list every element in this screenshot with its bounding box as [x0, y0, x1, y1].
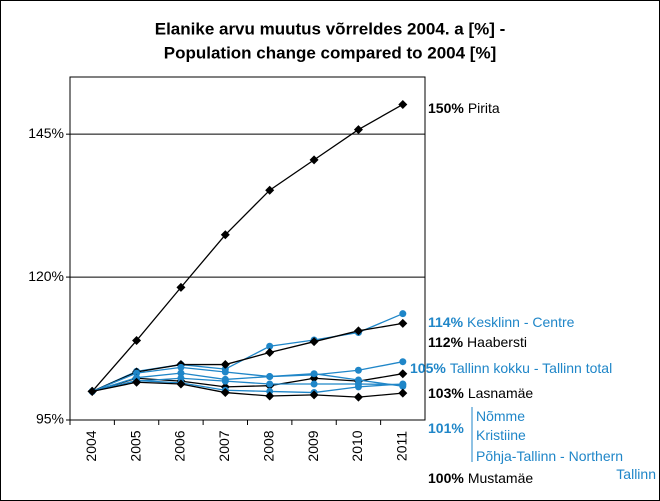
data-point	[132, 377, 142, 387]
data-point	[177, 369, 185, 377]
data-point	[266, 342, 274, 350]
series-line	[92, 379, 403, 394]
data-point	[176, 379, 186, 389]
data-point	[87, 386, 97, 396]
data-point	[310, 370, 318, 378]
series-line	[91, 103, 404, 392]
data-point	[220, 230, 230, 240]
x-tick-label: 2010	[349, 430, 365, 461]
data-point	[265, 185, 275, 195]
data-point	[398, 388, 408, 398]
data-point	[177, 363, 185, 371]
x-tick-label: 2004	[83, 430, 99, 461]
data-point	[354, 383, 362, 391]
y-tick-label: 95%	[36, 411, 64, 427]
series-line	[91, 372, 403, 393]
series-line	[91, 361, 403, 393]
data-point	[220, 388, 230, 398]
data-point	[176, 282, 186, 292]
x-tick-label: 2009	[305, 430, 321, 461]
data-point	[353, 326, 363, 336]
data-point	[398, 318, 408, 328]
data-point	[309, 155, 319, 165]
data-point	[399, 358, 407, 366]
data-point	[399, 310, 407, 318]
data-point	[354, 366, 362, 374]
data-point	[220, 360, 230, 370]
chart-title: Population change compared to 2004 [%]	[164, 43, 497, 62]
data-point	[309, 337, 319, 347]
data-point	[265, 391, 275, 401]
data-point	[398, 99, 408, 109]
y-tick-label: 145%	[28, 125, 64, 141]
x-tick-label: 2005	[127, 430, 143, 461]
data-point	[221, 368, 229, 376]
x-tick-label: 2008	[260, 430, 276, 461]
data-point	[266, 380, 274, 388]
x-tick-label: 2006	[172, 430, 188, 461]
y-tick-label: 120%	[28, 268, 64, 284]
chart-title: Elanike arvu muutus võrreldes 2004. a [%…	[155, 19, 506, 38]
data-point	[399, 380, 407, 388]
data-point	[132, 336, 142, 346]
data-point	[266, 373, 274, 381]
series-line	[92, 373, 403, 393]
data-point	[221, 375, 229, 383]
data-point	[398, 369, 408, 379]
data-point	[266, 387, 274, 395]
series-line	[92, 381, 403, 398]
series-line	[91, 322, 403, 393]
x-tick-label: 2011	[394, 431, 410, 461]
data-point	[353, 392, 363, 402]
data-point	[309, 390, 319, 400]
data-point	[265, 348, 275, 358]
data-point	[353, 125, 363, 135]
data-point	[310, 380, 318, 388]
data-point	[354, 376, 362, 384]
x-tick-label: 2007	[216, 430, 232, 461]
